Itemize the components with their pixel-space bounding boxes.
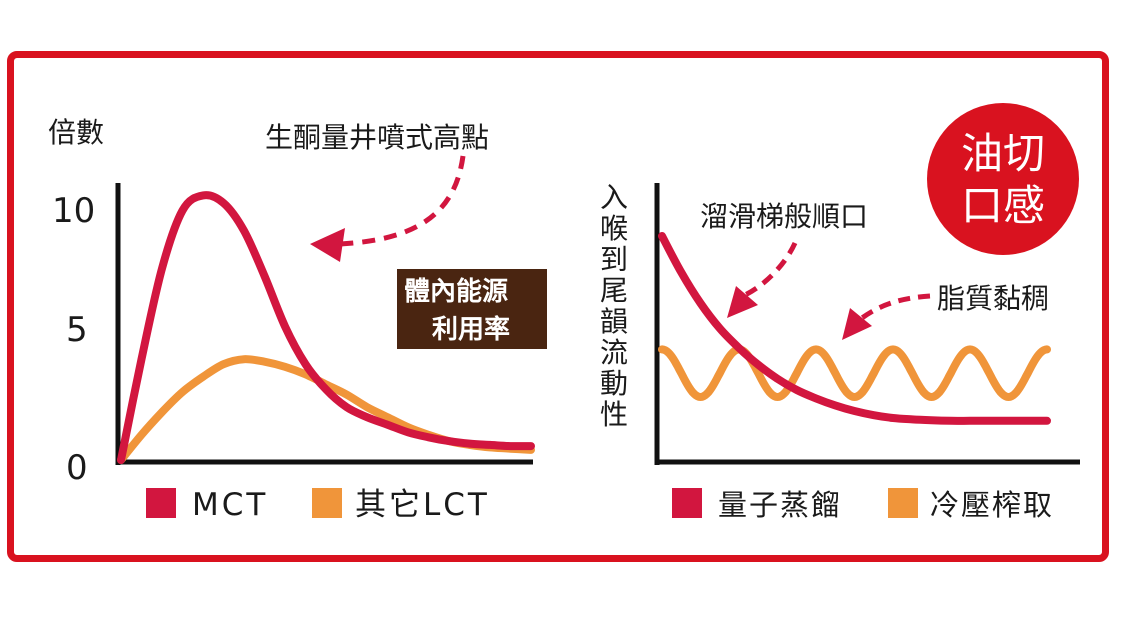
series-cold-press-line (658, 345, 1051, 402)
badge-line-1: 油切 (961, 129, 1045, 178)
chart-frame (7, 51, 1109, 562)
legend-label-quantum: 量子蒸餾 (718, 488, 842, 522)
legend-swatch-mct (146, 488, 176, 518)
legend-swatch-quantum (672, 488, 702, 518)
right-callout-top-arrow-line (743, 241, 798, 298)
legend-label-lct: 其它LCT (355, 487, 490, 523)
energy-box (397, 269, 547, 349)
right-callout-right: 脂質黏稠 (937, 282, 1049, 315)
right-callout-top-arrowhead (727, 286, 758, 318)
right-callout-right-arrow-line (860, 293, 931, 321)
energy-box-line-2: 利用率 (432, 314, 510, 345)
right-ylabel-char: 性 (600, 398, 628, 431)
right-ylabel-char: 韻 (600, 305, 628, 338)
legend-label-mct: MCT (192, 487, 268, 523)
ytick-0: 0 (66, 448, 88, 488)
right-callout-top: 溜滑梯般順口 (700, 200, 868, 233)
right-ylabel-char: 尾 (600, 274, 628, 307)
legend-label-cold: 冷壓榨取 (930, 488, 1054, 522)
right-ylabel: 入喉到尾韻流動性 (600, 181, 628, 431)
right-ylabel-char: 入 (600, 181, 628, 214)
left-chart: 倍數 10 5 0 生酮量井噴式高點 體內能源 利用率 MCT 其它LCT (48, 116, 547, 523)
series-quantum-line (658, 232, 1051, 425)
right-ylabel-char: 喉 (600, 212, 628, 245)
right-chart: 入喉到尾韻流動性 溜滑梯般順口 脂質黏稠 油切 口感 量子蒸餾 冷壓榨取 (600, 103, 1080, 522)
left-callout: 生酮量井噴式高點 (265, 121, 489, 154)
right-ylabel-char: 動 (600, 367, 628, 400)
badge-circle (927, 103, 1079, 255)
ytick-10: 10 (52, 191, 95, 231)
series-mct-line (117, 191, 535, 464)
legend-swatch-cold (888, 488, 918, 518)
legend-swatch-lct (312, 488, 342, 518)
right-callout-right-arrowhead (842, 308, 872, 340)
badge-line-2: 口感 (961, 181, 1045, 230)
right-ylabel-char: 流 (600, 336, 628, 369)
left-callout-arrowhead (310, 228, 345, 262)
left-callout-arrow-line (339, 155, 466, 247)
right-ylabel-char: 到 (600, 243, 628, 276)
energy-box-line-1: 體內能源 (404, 276, 508, 307)
left-ylabel: 倍數 (48, 116, 104, 149)
ytick-5: 5 (66, 310, 88, 350)
